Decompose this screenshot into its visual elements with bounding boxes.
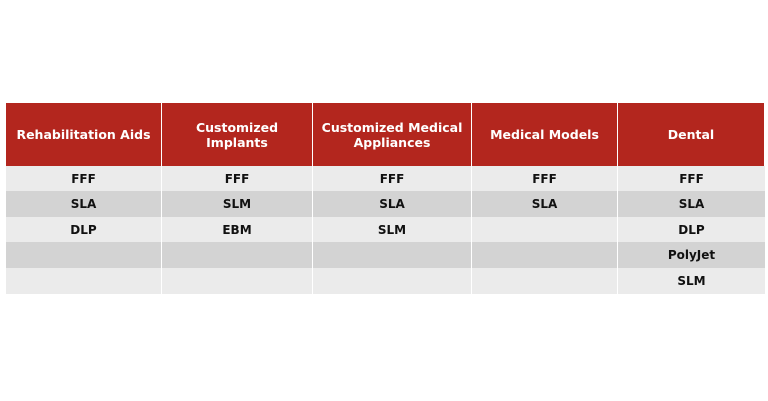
table-cell: [313, 242, 472, 268]
table-cell: [162, 268, 313, 294]
table-cell: DLP: [6, 217, 162, 242]
table-cell: FFF: [313, 166, 472, 191]
table-cell: [313, 268, 472, 294]
table-cell: PolyJet: [618, 242, 765, 268]
table-cell: [472, 242, 618, 268]
header-customized-implants: Customized Implants: [162, 103, 313, 166]
table-cell: FFF: [618, 166, 765, 191]
header-medical-models: Medical Models: [472, 103, 618, 166]
header-dental: Dental: [618, 103, 765, 166]
technology-table: Rehabilitation Aids Customized Implants …: [6, 103, 765, 294]
table-cell: FFF: [472, 166, 618, 191]
table-cell: SLM: [162, 191, 313, 217]
header-customized-medical-appliances: Customized Medical Appliances: [313, 103, 472, 166]
table-cell: EBM: [162, 217, 313, 242]
header-rehabilitation-aids: Rehabilitation Aids: [6, 103, 162, 166]
table-cell: DLP: [618, 217, 765, 242]
table-cell: [162, 242, 313, 268]
table-cell: FFF: [162, 166, 313, 191]
table-cell: [472, 217, 618, 242]
table-cell: [472, 268, 618, 294]
table-cell: SLA: [6, 191, 162, 217]
table-cell: SLA: [472, 191, 618, 217]
table-cell: SLA: [618, 191, 765, 217]
table-cell: FFF: [6, 166, 162, 191]
table-cell: SLM: [313, 217, 472, 242]
table-cell: SLA: [313, 191, 472, 217]
table-cell: [6, 242, 162, 268]
table-cell: [6, 268, 162, 294]
table-cell: SLM: [618, 268, 765, 294]
